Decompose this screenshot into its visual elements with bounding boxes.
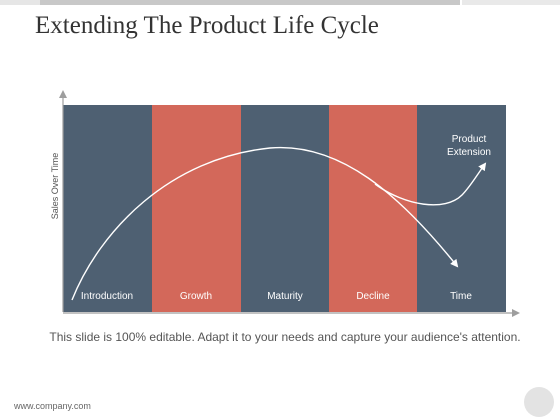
top-bar-segment-light xyxy=(0,0,40,5)
slide-caption: This slide is 100% editable. Adapt it to… xyxy=(49,330,521,344)
top-bar-segment-right xyxy=(462,0,560,5)
stage-label-decline: Decline xyxy=(356,291,390,302)
extension-label-line2: Extension xyxy=(447,147,491,158)
stage-label-maturity: Maturity xyxy=(267,291,303,302)
corner-circle-decor xyxy=(524,387,554,417)
stage-column-introduction xyxy=(63,105,152,312)
stage-label-introduction: Introduction xyxy=(81,291,133,302)
life-cycle-curve xyxy=(71,146,459,301)
extension-label-line1: Product xyxy=(452,134,487,145)
product-extension-curve xyxy=(374,162,487,206)
slide-title: Extending The Product Life Cycle xyxy=(35,12,379,39)
stage-column-decline xyxy=(329,105,417,312)
stage-label-growth: Growth xyxy=(180,291,212,302)
footer-url: www.company.com xyxy=(14,401,91,411)
y-axis-label: Sales Over Time xyxy=(50,153,60,220)
stage-column-maturity xyxy=(241,105,329,312)
top-decor-bar xyxy=(0,0,560,5)
stage-label-time: Time xyxy=(450,291,472,302)
top-bar-segment xyxy=(0,0,460,5)
stage-column-growth xyxy=(152,105,241,312)
stage-column-time xyxy=(417,105,506,312)
